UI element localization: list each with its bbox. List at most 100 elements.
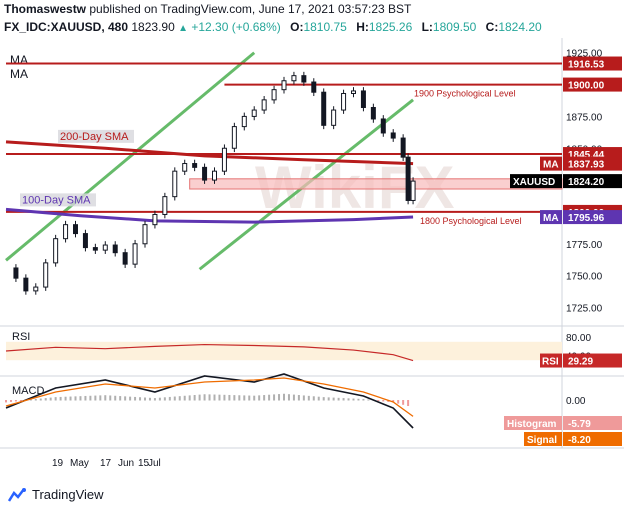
sma-200-line[interactable] (5, 140, 414, 166)
macd-histogram-bar (99, 395, 102, 401)
candle-body[interactable] (132, 243, 138, 265)
macd-histogram-bar (173, 396, 176, 401)
candle-body[interactable] (360, 90, 366, 108)
candle-body[interactable] (102, 244, 108, 251)
close-value: 1824.20 (498, 20, 542, 34)
candle-body[interactable] (351, 90, 356, 94)
time-tick-label: 17 (100, 458, 112, 469)
candle-body[interactable] (405, 156, 411, 201)
macd-histogram-bar (39, 398, 42, 401)
macd-histogram-bar (258, 395, 261, 401)
time-tick-label: 19 (52, 458, 64, 469)
candle-body[interactable] (202, 166, 208, 181)
level-text: 1800 Psychological Level (420, 216, 522, 226)
candle-body[interactable] (321, 91, 327, 126)
candle-body[interactable] (162, 196, 168, 215)
candle-body[interactable] (380, 118, 386, 134)
candle-body[interactable] (92, 247, 98, 251)
macd-histogram-bar (158, 397, 161, 401)
candle-body[interactable] (251, 109, 257, 117)
macd-histogram-bar (362, 399, 365, 401)
candle-body[interactable] (212, 170, 217, 181)
macd-histogram-bar (5, 400, 7, 403)
candle-body[interactable] (172, 170, 178, 198)
price-tick-label: 1750.00 (566, 272, 603, 283)
candle-body[interactable] (400, 137, 406, 158)
candle-body[interactable] (182, 163, 188, 172)
macd-signal-line[interactable] (5, 377, 414, 417)
macd-histogram-bar (139, 397, 142, 401)
candle-body[interactable] (331, 109, 337, 126)
tradingview-brand[interactable]: TradingView (32, 487, 104, 503)
candle-body[interactable] (13, 267, 19, 279)
macd-histogram-bar (208, 394, 211, 401)
histogram-tag-bg (504, 416, 562, 430)
macd-histogram-bar (54, 397, 57, 401)
last-price: 1823.90 (131, 20, 175, 34)
candle-body[interactable] (122, 252, 128, 265)
signal-value: -8.20 (568, 435, 591, 446)
candle-body[interactable] (311, 81, 317, 93)
symbol-line: FX_IDC:XAUUSD, 480 1823.90 ▲ +12.30 (+0.… (4, 20, 542, 34)
price-tag-value: 1824.20 (568, 177, 605, 188)
macd-histogram-bar (198, 394, 201, 401)
macd-histogram-bar (292, 394, 295, 401)
support-zone[interactable] (189, 178, 563, 190)
candle-body[interactable] (281, 80, 287, 91)
candle-body[interactable] (23, 277, 29, 292)
candle-body[interactable] (82, 233, 88, 249)
candle-body[interactable] (370, 106, 376, 120)
macd-histogram-bar (29, 399, 32, 401)
candle-body[interactable] (301, 75, 307, 83)
footer: TradingView (8, 486, 104, 506)
candle-body[interactable] (261, 99, 267, 111)
level-price-tag (563, 56, 622, 71)
macd-histogram-bar (283, 393, 285, 401)
candle-body[interactable] (112, 244, 118, 254)
macd-histogram-bar (193, 395, 196, 401)
symbol-name[interactable]: FX_IDC:XAUUSD, 480 (4, 20, 129, 34)
macd-tick-label: 0.00 (566, 396, 586, 407)
candle-body[interactable] (73, 224, 78, 235)
candle-body[interactable] (33, 286, 39, 292)
candle-body[interactable] (221, 147, 227, 172)
chart-header: Thomaswestw published on TradingView.com… (0, 0, 624, 38)
rsi-value: 29.29 (568, 357, 593, 368)
macd-histogram-bar (14, 400, 17, 402)
candle-body[interactable] (43, 262, 49, 288)
candle-body[interactable] (53, 238, 59, 264)
open-value: 1810.75 (303, 20, 347, 34)
rsi-line[interactable] (5, 343, 414, 362)
price-tag-value-bg (563, 174, 622, 189)
candle-body[interactable] (241, 115, 247, 128)
signal-value-bg (563, 432, 622, 446)
candle-body[interactable] (390, 132, 396, 139)
macd-histogram-bar (312, 396, 315, 401)
channel-upper-line[interactable] (5, 51, 256, 262)
sma-200-label: 200-Day SMA (60, 131, 129, 143)
price-tick-label: 1725.00 (566, 303, 603, 314)
macd-histogram-bar (327, 397, 330, 401)
candle-body[interactable] (271, 89, 277, 101)
candle-body[interactable] (142, 224, 148, 245)
chart-canvas[interactable]: WikiFX1725.001750.001775.001800.001825.0… (0, 38, 624, 484)
macd-line[interactable] (5, 373, 414, 429)
macd-histogram-bar (287, 394, 290, 401)
macd-histogram-bar (188, 395, 191, 401)
candle-body[interactable] (231, 126, 237, 149)
macd-histogram-bar (367, 399, 370, 401)
macd-histogram-bar (19, 400, 22, 401)
rsi-tag-bg (540, 353, 562, 368)
time-tick-label: Jun (118, 458, 134, 469)
candle-body[interactable] (63, 224, 69, 240)
tradingview-logo-icon[interactable] (8, 487, 28, 502)
macd-histogram-bar (114, 395, 117, 401)
author-name[interactable]: Thomaswestw (4, 2, 87, 16)
rsi-tick-label: 80.00 (566, 333, 591, 344)
sma-100-line[interactable] (5, 207, 414, 224)
candle-body[interactable] (410, 180, 416, 201)
candle-body[interactable] (341, 92, 347, 111)
candle-body[interactable] (192, 163, 198, 168)
candle-body[interactable] (291, 75, 297, 82)
candle-body[interactable] (152, 213, 158, 226)
